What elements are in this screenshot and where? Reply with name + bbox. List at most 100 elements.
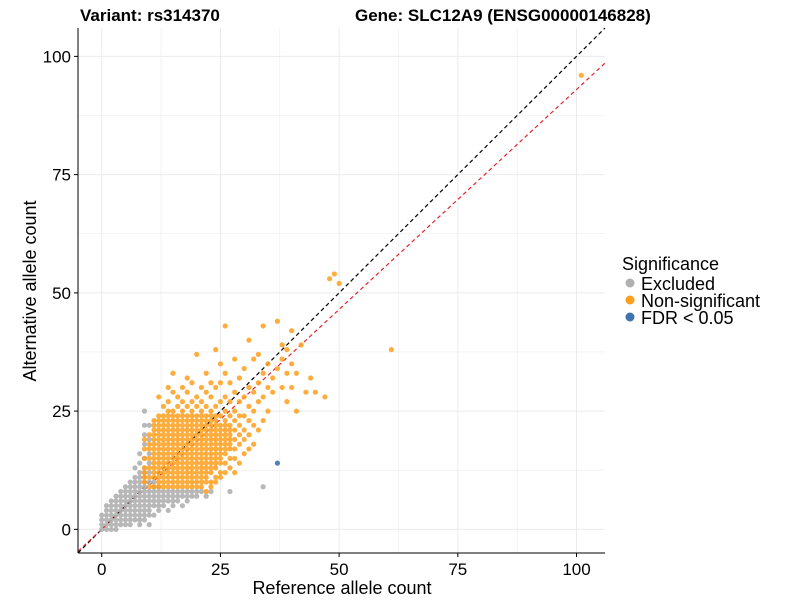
point-excluded	[156, 503, 162, 509]
point-non-significant	[156, 460, 162, 466]
point-non-significant	[203, 455, 209, 462]
point-non-significant	[232, 469, 238, 476]
point-excluded	[137, 522, 143, 528]
point-non-significant	[179, 469, 186, 476]
point-non-significant	[232, 436, 238, 443]
point-non-significant	[160, 422, 167, 428]
point-non-significant	[156, 394, 162, 400]
data-points	[99, 72, 584, 532]
point-non-significant	[213, 479, 219, 485]
point-non-significant	[160, 455, 167, 462]
point-excluded	[118, 493, 124, 499]
point-excluded	[170, 503, 176, 509]
point-non-significant	[175, 479, 181, 485]
point-non-significant	[284, 347, 290, 353]
point-non-significant	[165, 413, 171, 419]
point-non-significant	[236, 399, 243, 405]
legend-title: Significance	[622, 254, 719, 274]
point-excluded	[108, 498, 114, 504]
point-non-significant	[179, 479, 186, 485]
point-non-significant	[179, 446, 186, 452]
point-non-significant	[194, 469, 200, 476]
point-non-significant	[213, 422, 219, 428]
point-non-significant	[165, 432, 171, 438]
point-non-significant	[179, 384, 186, 391]
point-non-significant	[213, 403, 219, 409]
point-non-significant	[151, 455, 157, 462]
point-non-significant	[141, 436, 148, 443]
point-non-significant	[184, 465, 190, 471]
point-non-significant	[198, 436, 205, 443]
point-excluded	[184, 488, 190, 495]
point-excluded	[108, 517, 114, 523]
point-non-significant	[194, 484, 200, 490]
point-non-significant	[236, 441, 243, 447]
point-non-significant	[156, 436, 162, 443]
y-axis-title: Alternative allele count	[20, 200, 40, 381]
point-non-significant	[165, 436, 171, 443]
point-non-significant	[184, 446, 190, 452]
point-excluded	[165, 498, 171, 504]
point-excluded	[127, 484, 133, 490]
point-excluded	[141, 488, 148, 495]
point-excluded	[160, 493, 167, 499]
point-non-significant	[293, 408, 299, 414]
point-non-significant	[160, 484, 167, 490]
point-non-significant	[170, 436, 176, 443]
point-non-significant	[203, 436, 209, 443]
point-non-significant	[194, 455, 200, 462]
point-non-significant	[189, 451, 195, 457]
point-excluded	[184, 498, 190, 504]
point-excluded	[118, 522, 124, 528]
point-non-significant	[175, 484, 181, 490]
point-non-significant	[146, 455, 152, 462]
point-non-significant	[165, 422, 171, 428]
point-excluded	[160, 503, 167, 509]
point-non-significant	[227, 446, 233, 452]
point-excluded	[160, 498, 167, 504]
point-non-significant	[255, 351, 262, 357]
point-non-significant	[194, 436, 200, 443]
point-excluded	[137, 451, 143, 457]
point-excluded	[118, 512, 124, 518]
point-non-significant	[198, 455, 205, 462]
point-excluded	[113, 512, 119, 518]
point-non-significant	[265, 408, 271, 414]
point-non-significant	[170, 455, 176, 462]
point-excluded	[146, 460, 152, 466]
point-excluded	[108, 526, 114, 532]
point-non-significant	[156, 446, 162, 452]
point-non-significant	[203, 413, 209, 419]
point-excluded	[137, 460, 143, 466]
point-non-significant	[175, 432, 181, 438]
point-non-significant	[165, 384, 171, 391]
legend-label-fdr: FDR < 0.05	[641, 308, 734, 328]
point-non-significant	[227, 441, 233, 447]
point-non-significant	[208, 380, 214, 386]
point-excluded	[113, 507, 119, 514]
point-non-significant	[227, 413, 233, 419]
point-excluded	[113, 498, 119, 504]
point-non-significant	[208, 413, 214, 419]
point-excluded	[122, 517, 129, 523]
point-excluded	[137, 503, 143, 509]
point-excluded	[132, 503, 138, 509]
point-excluded	[151, 493, 157, 499]
point-non-significant	[308, 375, 314, 381]
point-excluded	[113, 517, 119, 523]
point-excluded	[108, 512, 114, 518]
point-non-significant	[156, 413, 162, 419]
point-non-significant	[175, 465, 181, 471]
point-excluded	[118, 488, 124, 495]
point-non-significant	[232, 455, 238, 462]
point-non-significant	[179, 484, 186, 490]
point-non-significant	[241, 427, 247, 433]
point-excluded	[132, 517, 138, 523]
point-excluded	[141, 517, 148, 523]
point-non-significant	[203, 389, 209, 395]
point-excluded	[113, 503, 119, 509]
point-non-significant	[179, 413, 186, 419]
point-non-significant	[156, 422, 162, 428]
point-excluded	[108, 503, 114, 509]
point-non-significant	[222, 323, 228, 329]
